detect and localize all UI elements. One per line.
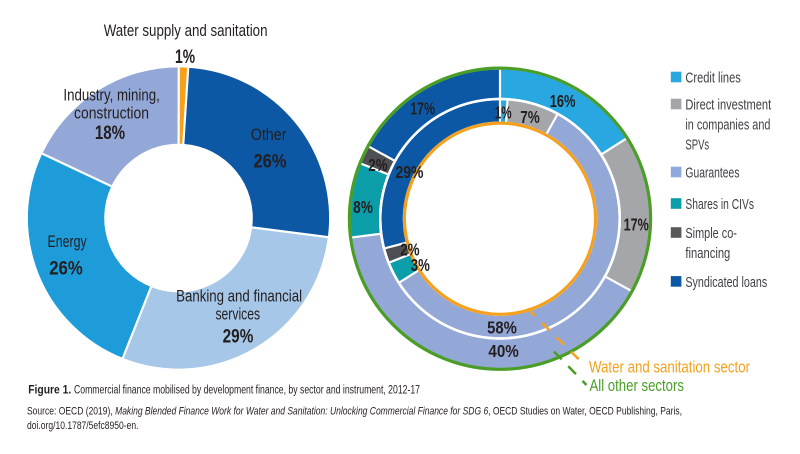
svg-text:26%: 26% bbox=[253, 151, 286, 172]
svg-text:Direct investment: Direct investment bbox=[685, 96, 771, 113]
svg-text:Guarantees: Guarantees bbox=[685, 164, 739, 181]
svg-text:1%: 1% bbox=[495, 102, 512, 122]
svg-text:Simple co-: Simple co- bbox=[685, 225, 737, 242]
svg-text:58%: 58% bbox=[487, 317, 517, 337]
svg-text:29%: 29% bbox=[396, 162, 424, 182]
svg-text:40%: 40% bbox=[488, 341, 519, 361]
svg-text:8%: 8% bbox=[353, 197, 373, 217]
svg-text:in companies and: in companies and bbox=[685, 116, 770, 133]
svg-text:Shares in CIVs: Shares in CIVs bbox=[685, 196, 754, 213]
svg-text:construction: construction bbox=[74, 104, 149, 123]
svg-text:Commercial finance mobilised b: Commercial finance mobilised by developm… bbox=[74, 385, 420, 397]
svg-text:financing: financing bbox=[685, 245, 730, 262]
svg-text:Syndicated loans: Syndicated loans bbox=[685, 274, 767, 291]
svg-text:1%: 1% bbox=[175, 47, 195, 68]
svg-text:Energy: Energy bbox=[48, 232, 87, 251]
svg-text:Other: Other bbox=[251, 125, 287, 144]
svg-text:services: services bbox=[215, 305, 260, 324]
svg-text:Credit lines: Credit lines bbox=[685, 69, 740, 86]
svg-text:SPVs: SPVs bbox=[685, 136, 709, 153]
svg-text:, OECD Studies on Water, OECD: , OECD Studies on Water, OECD Publishing… bbox=[488, 406, 682, 418]
svg-text:29%: 29% bbox=[223, 327, 254, 348]
svg-text:All other sectors: All other sectors bbox=[590, 376, 685, 395]
svg-text:3%: 3% bbox=[411, 255, 430, 275]
svg-text:2%: 2% bbox=[368, 155, 388, 175]
svg-text:Making Blended Finance Work fo: Making Blended Finance Work for Water an… bbox=[115, 406, 489, 418]
svg-text:Banking and financial: Banking and financial bbox=[176, 287, 302, 306]
svg-text:Figure 1.: Figure 1. bbox=[28, 385, 71, 397]
svg-text:17%: 17% bbox=[624, 214, 649, 234]
svg-text:Industry, mining,: Industry, mining, bbox=[63, 85, 159, 104]
svg-text:18%: 18% bbox=[95, 123, 125, 144]
svg-text:17%: 17% bbox=[410, 99, 435, 119]
svg-text:doi.org/10.1787/5efc8950-en.: doi.org/10.1787/5efc8950-en. bbox=[27, 420, 139, 432]
svg-text:16%: 16% bbox=[550, 91, 576, 111]
svg-text:Water supply and sanitation: Water supply and sanitation bbox=[104, 21, 268, 40]
svg-text:Source: OECD (2019),: Source: OECD (2019), bbox=[27, 406, 115, 418]
svg-text:7%: 7% bbox=[520, 107, 540, 127]
svg-text:26%: 26% bbox=[49, 259, 83, 280]
svg-text:Water and sanitation sector: Water and sanitation sector bbox=[589, 358, 750, 377]
svg-text:2%: 2% bbox=[400, 240, 420, 260]
